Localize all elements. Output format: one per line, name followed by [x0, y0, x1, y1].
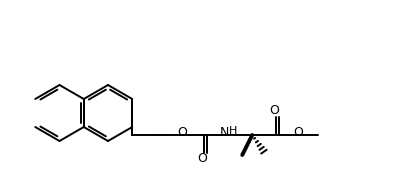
- Text: O: O: [269, 105, 279, 118]
- Text: O: O: [177, 126, 187, 139]
- Text: O: O: [293, 126, 303, 139]
- Text: N: N: [220, 126, 229, 139]
- Text: O: O: [197, 152, 207, 165]
- Text: H: H: [229, 126, 238, 136]
